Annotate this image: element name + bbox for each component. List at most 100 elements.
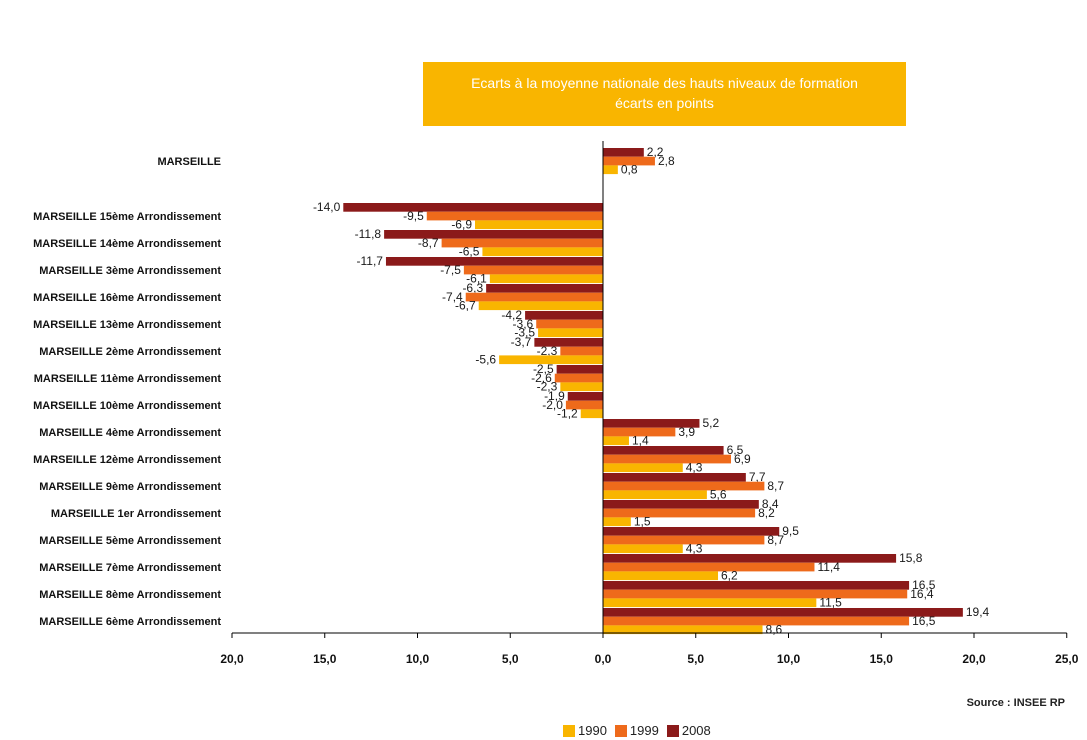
data-label-1990-14: 6,2 — [721, 569, 738, 583]
data-label-1990-16: 8,6 — [766, 623, 783, 637]
category-label-14: MARSEILLE 7ème Arrondissement — [39, 562, 221, 574]
legend-label-2008: 2008 — [681, 723, 711, 738]
bar-2008-8 — [567, 392, 603, 401]
bar-1999-15 — [603, 589, 908, 599]
legend-swatch-1990 — [563, 724, 575, 737]
bar-1990-5 — [538, 328, 603, 338]
bar-1999-12 — [603, 508, 756, 518]
bar-1999-6 — [560, 346, 603, 356]
data-label-2008-4: -6,3 — [462, 281, 483, 295]
data-label-1999-2: -8,7 — [418, 236, 439, 250]
data-label-2008-16: 19,4 — [966, 605, 990, 619]
bar-1999-2 — [441, 238, 603, 248]
category-label-8: MARSEILLE 10ème Arrondissement — [33, 400, 221, 412]
legend-swatch-1999 — [614, 724, 627, 737]
x-tick-label-6: 10,0 — [777, 652, 801, 666]
bar-1999-9 — [603, 427, 676, 437]
category-label-0: MARSEILLE — [157, 156, 221, 168]
data-label-1990-8: -1,2 — [557, 407, 578, 421]
data-label-2008-2: -11,8 — [355, 227, 382, 241]
data-label-1999-1: -9,5 — [403, 209, 424, 223]
bar-2008-5 — [525, 311, 603, 320]
category-label-4: MARSEILLE 16ème Arrondissement — [33, 292, 221, 304]
data-label-1999-6: -2,3 — [537, 344, 558, 358]
bar-2008-0 — [603, 148, 644, 157]
bar-2008-6 — [534, 338, 603, 347]
data-label-1999-0: 2,8 — [658, 154, 675, 168]
bar-1999-1 — [426, 211, 603, 221]
legend-item-1990: 1990 — [563, 723, 607, 738]
bar-1990-9 — [603, 436, 629, 446]
data-label-1990-3: -6,1 — [466, 272, 487, 286]
data-label-1999-16: 16,5 — [912, 614, 936, 628]
data-label-2008-5: -4,2 — [501, 308, 522, 322]
category-label-15: MARSEILLE 8ème Arrondissement — [39, 589, 221, 601]
bar-1990-3 — [489, 274, 603, 284]
bar-1999-16 — [603, 616, 910, 626]
x-tick-label-4: 0,0 — [595, 652, 612, 666]
category-label-11: MARSEILLE 9ème Arrondissement — [39, 481, 221, 493]
data-label-1990-1: -6,9 — [451, 218, 472, 232]
bar-2008-14 — [603, 554, 897, 563]
data-label-2008-3: -11,7 — [356, 254, 383, 268]
data-label-1999-5: -3,6 — [513, 317, 534, 331]
bar-1990-14 — [603, 571, 719, 581]
chart-title-box: Ecarts à la moyenne nationale des hauts … — [423, 62, 906, 126]
category-label-6: MARSEILLE 2ème Arrondissement — [39, 346, 221, 358]
bar-1990-10 — [603, 463, 683, 473]
data-label-1999-9: 3,9 — [678, 425, 695, 439]
chart-subtitle: écarts en points — [615, 95, 714, 111]
data-label-1999-12: 8,2 — [758, 506, 775, 520]
data-label-1999-8: -2,0 — [542, 398, 563, 412]
data-label-1990-4: -6,7 — [455, 299, 476, 313]
data-label-2008-10: 6,5 — [727, 443, 744, 457]
category-label-10: MARSEILLE 12ème Arrondissement — [33, 454, 221, 466]
category-label-12: MARSEILLE 1er Arrondissement — [51, 508, 221, 520]
legend-item-1999: 1999 — [614, 723, 659, 738]
data-label-1990-7: -2,3 — [537, 380, 558, 394]
data-label-1990-0: 0,8 — [621, 163, 638, 177]
bar-2008-11 — [603, 473, 746, 482]
bar-1990-6 — [499, 355, 603, 365]
category-label-3: MARSEILLE 3ème Arrondissement — [39, 265, 221, 277]
x-tick-label-9: 25,0 — [1055, 652, 1079, 666]
data-label-1990-12: 1,5 — [634, 515, 651, 529]
bar-1999-0 — [603, 156, 655, 166]
data-label-1990-10: 4,3 — [686, 461, 703, 475]
x-tick-label-8: 20,0 — [962, 652, 986, 666]
data-label-1999-7: -2,6 — [531, 371, 552, 385]
data-label-1990-5: -3,5 — [514, 326, 535, 340]
bar-1990-13 — [603, 544, 683, 554]
data-label-2008-8: -1,9 — [544, 389, 565, 403]
bar-2008-4 — [486, 284, 603, 293]
x-tick-label-7: 15,0 — [870, 652, 894, 666]
data-label-1990-2: -6,5 — [459, 245, 480, 259]
bar-1990-1 — [475, 220, 603, 230]
x-tick-label-5: 5,0 — [687, 652, 704, 666]
data-label-1999-15: 16,4 — [910, 587, 934, 601]
bar-1990-7 — [560, 382, 603, 392]
category-label-9: MARSEILLE 4ème Arrondissement — [39, 427, 221, 439]
bar-1999-11 — [603, 481, 765, 491]
category-label-13: MARSEILLE 5ème Arrondissement — [39, 535, 221, 547]
legend-label-1999: 1999 — [629, 723, 659, 738]
legend-item-2008: 2008 — [666, 723, 711, 738]
bar-1999-13 — [603, 535, 765, 545]
x-tick-label-2: 10,0 — [406, 652, 430, 666]
bar-1990-11 — [603, 490, 707, 500]
data-label-2008-13: 9,5 — [782, 524, 799, 538]
bar-2008-7 — [556, 365, 603, 374]
bar-1999-7 — [554, 373, 603, 383]
bar-1990-12 — [603, 517, 631, 527]
data-label-2008-0: 2,2 — [647, 145, 664, 159]
bar-1990-8 — [580, 409, 603, 419]
bar-2008-12 — [603, 500, 759, 509]
bar-1999-5 — [536, 319, 603, 329]
category-label-5: MARSEILLE 13ème Arrondissement — [33, 319, 221, 331]
bar-1990-16 — [603, 625, 763, 635]
bar-2008-15 — [603, 581, 910, 590]
data-label-2008-14: 15,8 — [899, 551, 923, 565]
bar-1999-3 — [463, 265, 603, 275]
data-label-1990-6: -5,6 — [475, 353, 496, 367]
bar-1990-4 — [478, 301, 603, 311]
